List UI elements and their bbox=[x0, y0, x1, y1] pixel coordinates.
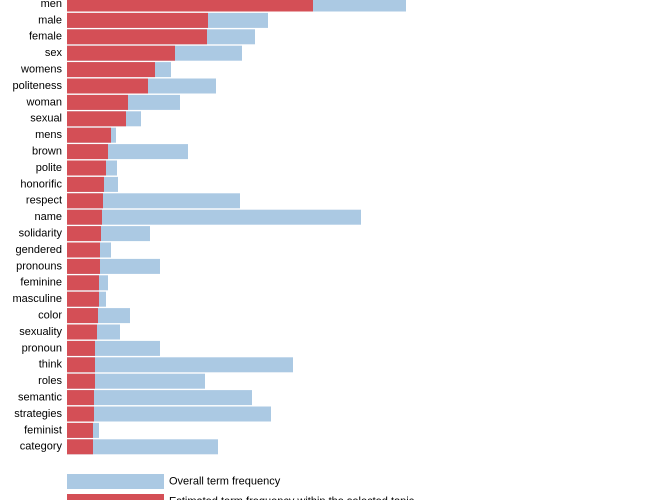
bar bbox=[67, 357, 293, 373]
term-label: pronoun bbox=[22, 342, 62, 354]
term-label: honorific bbox=[20, 178, 62, 190]
bar bbox=[67, 209, 102, 225]
bar bbox=[67, 209, 361, 225]
term-label: respect bbox=[26, 195, 62, 207]
bar bbox=[67, 291, 99, 307]
bar bbox=[67, 176, 104, 192]
term-label: semantic bbox=[18, 392, 63, 404]
term-label: think bbox=[39, 359, 63, 371]
term-label: solidarity bbox=[19, 228, 63, 240]
bar bbox=[67, 29, 207, 45]
legend-swatch bbox=[67, 474, 164, 489]
term-label: feminist bbox=[24, 424, 62, 436]
bar bbox=[67, 324, 97, 340]
bar bbox=[67, 94, 128, 110]
bar bbox=[67, 127, 111, 143]
term-label: brown bbox=[32, 146, 62, 158]
term-label: gendered bbox=[16, 244, 63, 256]
term-label: feminine bbox=[20, 277, 62, 289]
bar bbox=[67, 12, 208, 28]
legend-label: Overall term frequency bbox=[169, 475, 281, 487]
bar bbox=[67, 406, 271, 422]
term-label: color bbox=[38, 310, 62, 322]
term-label: name bbox=[34, 211, 62, 223]
bar bbox=[67, 340, 95, 356]
bar bbox=[67, 390, 252, 406]
bar bbox=[67, 193, 103, 209]
term-label: masculine bbox=[12, 293, 62, 305]
term-label: sexuality bbox=[19, 326, 62, 338]
bar bbox=[67, 439, 218, 455]
term-label: mens bbox=[35, 129, 62, 141]
bar bbox=[67, 439, 93, 455]
bar bbox=[67, 144, 108, 160]
term-label: politeness bbox=[12, 80, 62, 92]
bar bbox=[67, 62, 155, 78]
term-label: men bbox=[41, 0, 62, 10]
bar bbox=[67, 373, 95, 389]
bar bbox=[67, 193, 240, 209]
term-label: strategies bbox=[14, 408, 62, 420]
bar bbox=[67, 357, 95, 373]
bar bbox=[67, 78, 148, 94]
bar bbox=[67, 390, 94, 406]
term-label: womens bbox=[20, 64, 62, 76]
term-label: male bbox=[38, 14, 62, 26]
bar bbox=[67, 422, 93, 438]
bar bbox=[67, 160, 106, 176]
term-label: female bbox=[29, 31, 62, 43]
bar bbox=[67, 275, 99, 291]
term-label: sexual bbox=[30, 113, 62, 125]
term-label: polite bbox=[36, 162, 62, 174]
term-label: woman bbox=[26, 96, 62, 108]
bar bbox=[67, 258, 100, 274]
bar bbox=[67, 226, 101, 242]
bar bbox=[67, 0, 313, 12]
term-label: pronouns bbox=[16, 260, 62, 272]
bar bbox=[67, 242, 100, 258]
legend-swatch bbox=[67, 494, 164, 500]
bar bbox=[67, 406, 94, 422]
bar bbox=[67, 45, 175, 61]
term-label: roles bbox=[38, 375, 62, 387]
term-label: category bbox=[20, 441, 63, 453]
bar bbox=[67, 373, 205, 389]
bar bbox=[67, 308, 98, 324]
term-label: sex bbox=[45, 47, 63, 59]
bar bbox=[67, 111, 126, 127]
legend-label: Estimated term frequency within the sele… bbox=[169, 495, 415, 500]
